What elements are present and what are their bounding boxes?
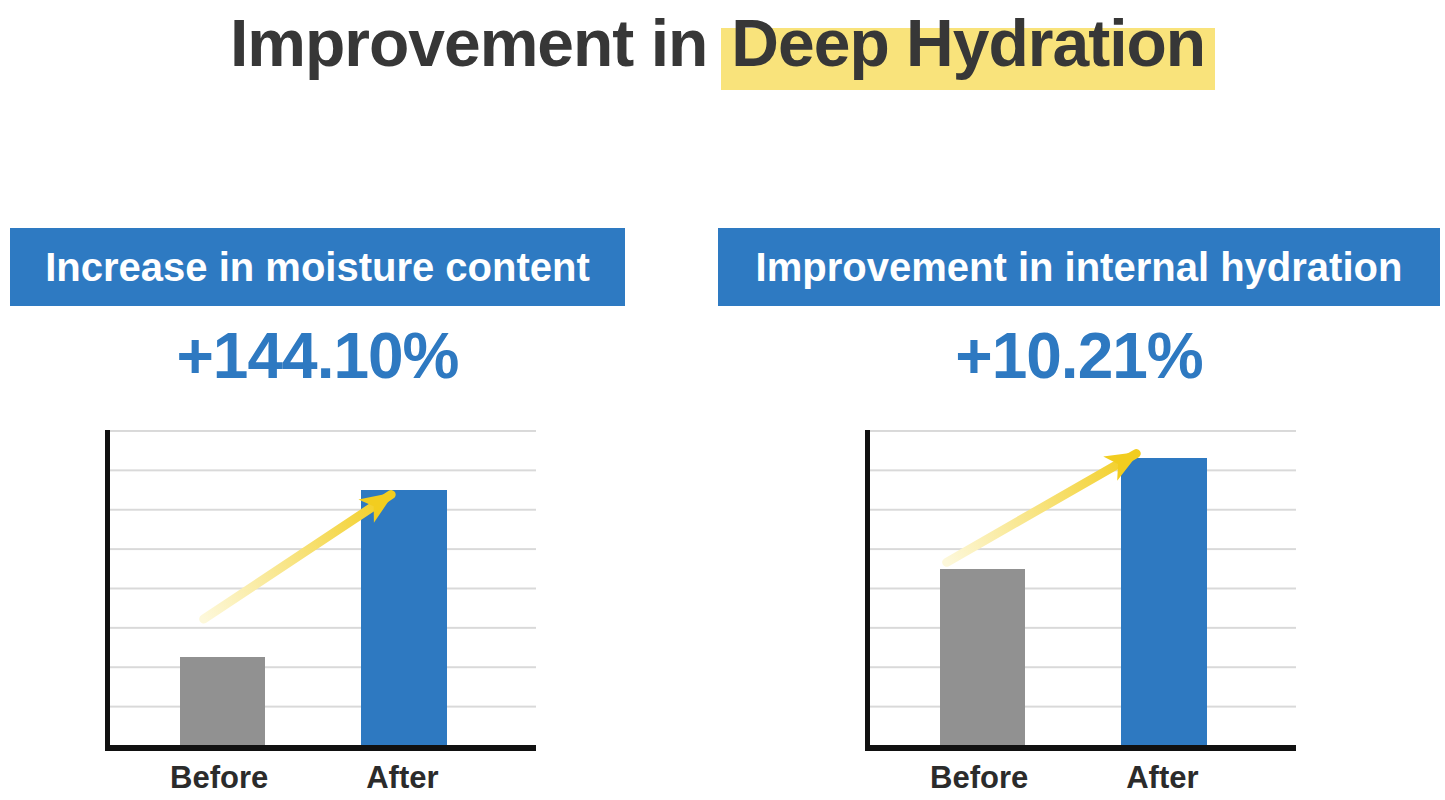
page-title-prefix: Improvement in: [230, 6, 707, 80]
x-label-after: After: [292, 760, 512, 796]
trend-arrow-icon: [110, 430, 536, 745]
bar-before: [180, 657, 265, 745]
hydration-infographic: Improvement inDeep Hydration Increase in…: [0, 0, 1445, 800]
page-title: Improvement inDeep Hydration: [0, 0, 1445, 86]
delta-internal-hydration: +10.21%: [718, 320, 1440, 392]
banner-moisture-content: Increase in moisture content: [10, 228, 625, 306]
bar-after: [1121, 458, 1206, 745]
plot-area: [105, 430, 536, 751]
page-title-highlight: Deep Hydration: [721, 6, 1215, 90]
trend-arrow-icon: [870, 430, 1296, 745]
bar-after: [361, 490, 446, 745]
x-label-after: After: [1052, 760, 1272, 796]
plot-area: [865, 430, 1296, 751]
bar-chart-moisture: Before After: [105, 430, 536, 800]
bar-before: [940, 569, 1025, 745]
banner-internal-hydration: Improvement in internal hydration: [718, 228, 1440, 306]
delta-moisture-content: +144.10%: [10, 320, 625, 392]
bar-chart-hydration: Before After: [865, 430, 1296, 800]
